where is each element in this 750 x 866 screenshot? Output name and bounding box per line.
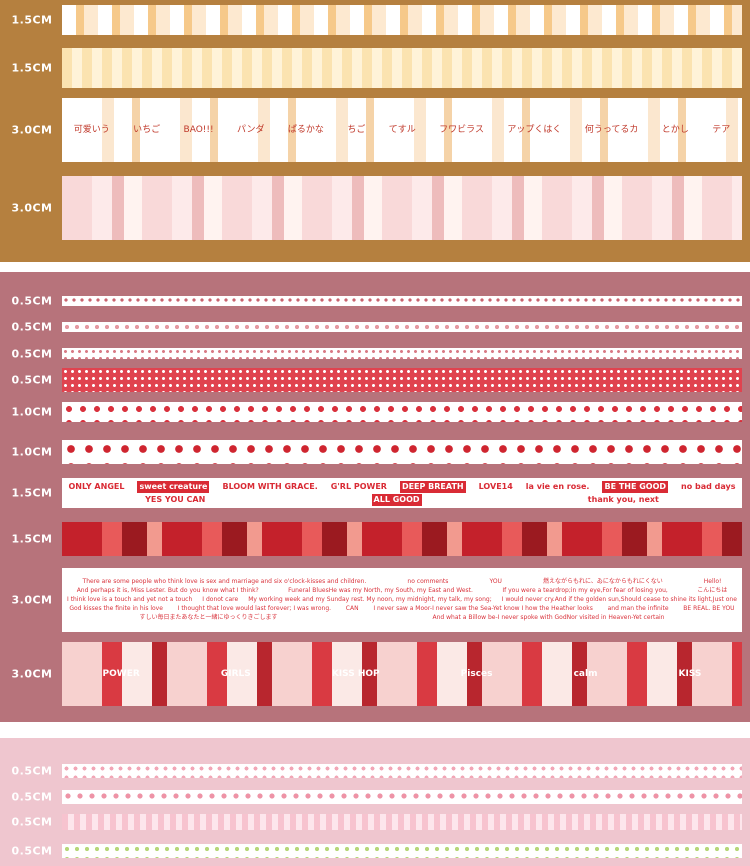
- tape-text: ぱるかな: [287, 124, 324, 135]
- tape-text: I thought that love would last forever; …: [177, 605, 332, 612]
- tape-text: God kisses the finite in his love: [69, 605, 163, 612]
- washi-tape: [62, 402, 742, 422]
- tape-text: I think love is a touch and yet not a to…: [67, 596, 193, 603]
- panel: 0.5CM 0.5CM 0.5CM 0.5CM: [0, 738, 750, 866]
- tape-text: YES YOU CAN: [145, 494, 206, 504]
- washi-tape: [62, 440, 742, 464]
- washi-tape: POWER GIRLS KISS HOP Pisces calm KISS: [62, 642, 742, 706]
- tape-width-label: 0.5CM: [11, 790, 53, 804]
- tape-text: ONLY ANGEL: [68, 481, 125, 491]
- tape-text: And perhaps it is, Miss Lester. But do y…: [76, 587, 259, 594]
- tape-text: And what a Billow be-I never spoke with …: [432, 614, 665, 621]
- tape-text: I donot care: [202, 596, 239, 603]
- tape-text: Funeral BluesHe was my North, my South, …: [288, 587, 473, 594]
- tape-width-label: 1.5CM: [11, 532, 53, 546]
- washi-tape: [62, 176, 742, 240]
- tape-text: GIRLS: [220, 668, 251, 679]
- washi-tape: 可爱いう いちご BAO!!! パンダ ぱるかな ちご てすル フワビラス アップくはく 何うって…: [62, 98, 742, 162]
- tape-width-label: 0.5CM: [11, 347, 53, 360]
- washi-tape: [62, 322, 742, 332]
- washi-tape: [62, 764, 742, 778]
- washi-tape: [62, 48, 742, 88]
- tape-text: YOU: [489, 578, 502, 585]
- tape-text: My working week and my Sunday rest. My n…: [248, 596, 492, 603]
- tape-text: ちご: [347, 124, 366, 135]
- tape-text: テア: [712, 124, 731, 135]
- tape-width-label: 0.5CM: [11, 294, 53, 308]
- tape-text: すしい毎日またあなたと一緒にゆっくりきごします: [139, 614, 278, 621]
- washi-tape: There are some people who think love is …: [62, 568, 742, 632]
- tape-text: BAO!!!: [183, 124, 214, 135]
- tape-text: I never saw a Moor-I never saw the Sea-Y…: [373, 605, 593, 612]
- tape-text: la vie en rose.: [525, 481, 590, 491]
- washi-tape: [62, 790, 742, 804]
- tape-text: If you were a teardrop;in my eye,For fea…: [502, 587, 668, 594]
- washi-tape: [62, 814, 742, 830]
- tape-text: フワビラス: [439, 124, 484, 135]
- tape-width-label: 0.5CM: [11, 815, 53, 829]
- tape-text: とかし: [661, 124, 689, 135]
- tape-text: パンダ: [237, 124, 265, 135]
- tape-text: BE REAL. BE YOU: [683, 605, 735, 612]
- tape-width-label: 3.0CM: [11, 667, 53, 681]
- washi-tape: [62, 348, 742, 359]
- tape-text: 燃えながらもれに、ゐになからもれにくない: [543, 578, 663, 585]
- tape-text: KISS: [678, 668, 702, 679]
- tape-width-label: 1.5CM: [11, 13, 53, 27]
- tape-width-label: 0.5CM: [11, 373, 53, 387]
- tape-text: CAN: [345, 605, 359, 612]
- tape-width-label: 0.5CM: [11, 764, 53, 778]
- tape-text: こんにちは: [697, 587, 728, 594]
- tape-text: Pisces: [460, 668, 493, 679]
- panel: 0.5CM 0.5CM 0.5CM 0.5CM 1.0CM 1.0CM 1.5CM ONLY …: [0, 272, 750, 722]
- tape-text: and man the infinite: [607, 605, 669, 612]
- washi-tape: [62, 844, 742, 858]
- tape-text: ALL GOOD: [371, 493, 422, 506]
- tape-text: POWER: [102, 668, 140, 679]
- washi-tape: [62, 5, 742, 35]
- tape-text: BLOOM WITH GRACE.: [222, 481, 318, 491]
- tape-text: 可爱いう: [73, 124, 110, 135]
- tape-text: 何うってるカ: [584, 124, 639, 135]
- tape-text: アップくはく: [507, 124, 562, 135]
- tape-width-label: 1.5CM: [11, 61, 53, 75]
- tape-text: いちご: [133, 124, 161, 135]
- tape-width-label: 1.5CM: [11, 486, 53, 500]
- tape-text: no bad days: [681, 481, 736, 491]
- washi-tape: [62, 296, 742, 306]
- tape-width-label: 0.5CM: [11, 844, 53, 858]
- tape-text: There are some people who think love is …: [82, 578, 367, 585]
- tape-width-label: 3.0CM: [11, 593, 53, 607]
- washi-tape: [62, 522, 742, 556]
- tape-text: no comments: [407, 578, 449, 585]
- tape-text: KISS HOP: [331, 668, 380, 679]
- tape-width-label: 3.0CM: [11, 123, 53, 137]
- tape-text: thank you, next: [587, 494, 659, 504]
- tape-width-label: 3.0CM: [11, 201, 53, 215]
- tape-text: sweet creature: [137, 480, 210, 493]
- tape-text: I would never cry.And if the golden sun,…: [501, 596, 737, 603]
- tape-text: calm: [573, 668, 598, 679]
- tape-width-label: 0.5CM: [11, 320, 53, 334]
- panel: 1.5CM 1.5CM 3.0CM 可爱いう いちご BAO!!! パンダ ぱるかな ちご てすル…: [0, 0, 750, 262]
- tape-text: DEEP BREATH: [399, 480, 466, 493]
- washi-tape: ONLY ANGEL sweet creature BLOOM WITH GRACE…: [62, 478, 742, 508]
- tape-width-label: 1.0CM: [11, 445, 53, 459]
- tape-text: BE THE GOOD: [602, 480, 669, 493]
- tape-text: てすル: [388, 124, 416, 135]
- tape-text: LOVE14: [478, 481, 513, 491]
- tape-text: G'RL POWER: [330, 481, 387, 491]
- tape-width-label: 1.0CM: [11, 405, 53, 419]
- tape-text: Hello!: [703, 578, 722, 585]
- washi-tape: [62, 368, 742, 392]
